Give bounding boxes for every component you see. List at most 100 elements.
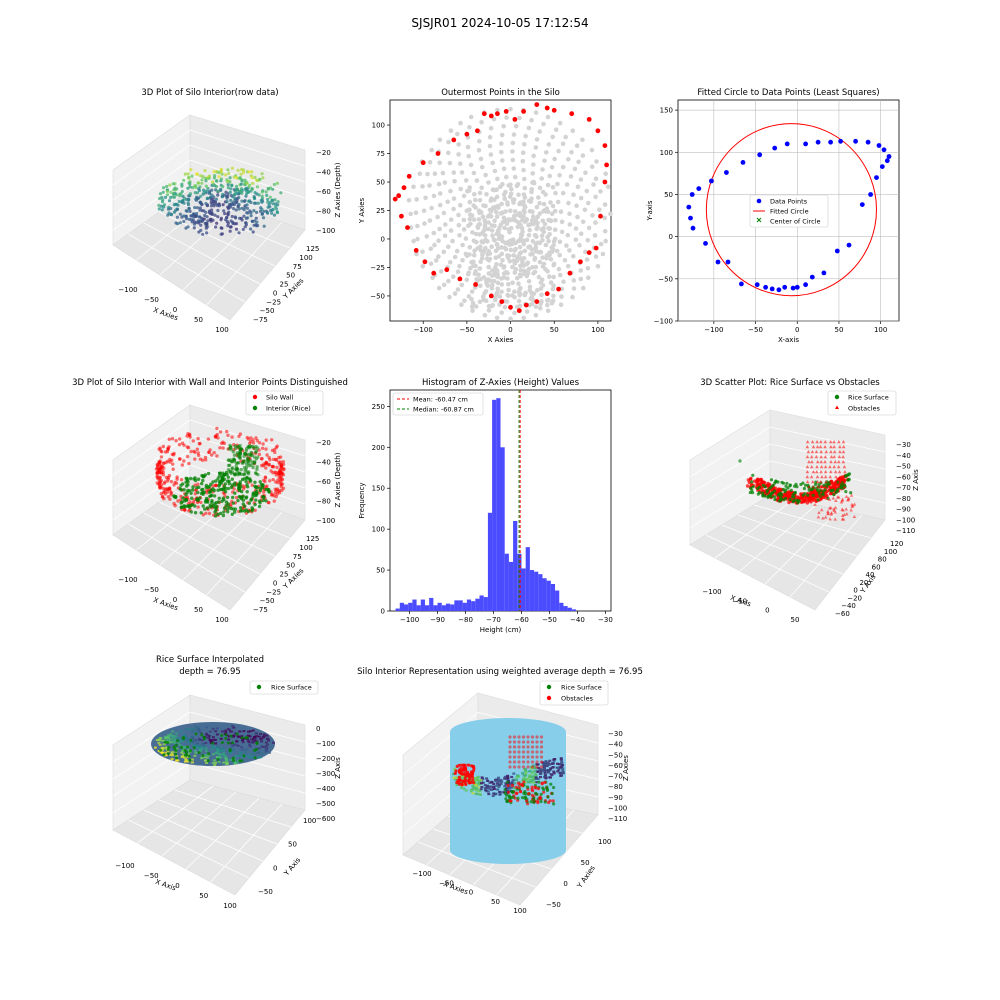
gray-point xyxy=(458,202,463,208)
grid-line xyxy=(112,144,191,201)
outermost-point xyxy=(569,111,575,117)
obstacle-point xyxy=(849,508,853,512)
histogram-bar xyxy=(525,547,530,611)
mixed-point xyxy=(537,780,541,784)
z-tick-label: −80 xyxy=(608,783,623,791)
surface-cell xyxy=(164,737,168,740)
surface-cell xyxy=(528,774,532,777)
rice-point xyxy=(801,481,805,485)
wall-point xyxy=(204,511,208,515)
y-tick-label: 150 xyxy=(372,485,385,493)
gray-point xyxy=(532,257,537,262)
interior-point xyxy=(180,500,184,504)
surface-cell xyxy=(173,741,176,744)
surface-cell xyxy=(244,750,248,753)
surface-cell xyxy=(479,782,483,785)
surface-cell xyxy=(214,761,217,764)
grid-line xyxy=(128,819,250,879)
interior-point xyxy=(247,501,251,505)
obstacle-point xyxy=(521,735,526,739)
wall-point xyxy=(162,461,166,465)
z-tick-label: −50 xyxy=(608,751,623,759)
gray-point xyxy=(510,280,515,286)
surface-cell xyxy=(199,749,203,752)
wall-point xyxy=(261,442,265,446)
y-tick-label: 0 xyxy=(563,880,567,888)
data-point xyxy=(182,219,186,224)
gray-point xyxy=(446,139,451,145)
grid-line xyxy=(189,129,306,167)
data-point xyxy=(226,194,230,198)
surface-cell xyxy=(548,763,552,766)
gray-point xyxy=(522,248,528,254)
gray-point xyxy=(489,244,494,249)
gray-point xyxy=(504,174,509,180)
obstacle-point xyxy=(805,470,810,474)
interior-point xyxy=(196,490,200,495)
surface-cell xyxy=(456,776,460,779)
obstacle-point xyxy=(819,497,823,501)
wall-point xyxy=(216,436,220,440)
interior-point xyxy=(239,506,243,510)
surface-cell xyxy=(512,786,516,789)
surface-cell xyxy=(535,763,539,766)
figure-suptitle: SJSJR01 2024-10-05 17:12:54 xyxy=(411,16,589,30)
x-axis-label: Height (cm) xyxy=(480,626,522,634)
surface-cell xyxy=(220,730,224,733)
gray-point xyxy=(608,211,613,217)
gray-point xyxy=(463,178,469,183)
obstacle-point xyxy=(535,750,539,754)
interior-point xyxy=(223,489,228,494)
rice-point xyxy=(822,483,826,487)
data-point xyxy=(180,182,184,186)
rice-point xyxy=(200,733,204,737)
surface-cell xyxy=(477,779,481,782)
gray-point xyxy=(560,141,566,147)
legend-marker xyxy=(835,405,839,409)
interior-point xyxy=(231,450,235,454)
interior-point xyxy=(179,483,183,487)
z-tick-label: −60 xyxy=(316,478,331,486)
surface-cell xyxy=(496,788,500,791)
surface-cell xyxy=(498,793,502,796)
rice-point xyxy=(779,491,783,495)
surface-cell xyxy=(167,736,171,739)
z-axis-label: Z Axies (Depth) xyxy=(334,162,342,217)
outermost-point xyxy=(475,128,480,134)
outermost-point xyxy=(508,304,513,310)
interior-point xyxy=(231,501,235,505)
histogram-bar xyxy=(567,607,572,611)
surface-cell xyxy=(531,775,535,778)
rice-point xyxy=(751,473,755,477)
surface-cell xyxy=(534,776,538,779)
rice-point xyxy=(751,491,755,495)
obstacle-point xyxy=(539,760,544,764)
surface-cell xyxy=(489,785,493,788)
gray-point xyxy=(424,234,430,239)
wall-point xyxy=(209,453,214,457)
surface-cell xyxy=(205,762,208,764)
obstacle-point xyxy=(472,781,476,785)
surface-cell xyxy=(207,734,211,737)
surface-cell xyxy=(531,778,535,781)
surface-cell xyxy=(193,749,197,752)
gray-point xyxy=(467,216,473,222)
z-tick-label: −500 xyxy=(316,800,335,808)
data-point xyxy=(219,170,223,174)
surface-cell xyxy=(193,754,197,757)
surface-cell xyxy=(163,735,167,738)
gray-point xyxy=(473,231,479,237)
gray-point xyxy=(585,266,591,271)
rice-point xyxy=(207,752,211,756)
gray-point xyxy=(551,239,557,244)
rice-point xyxy=(789,488,793,492)
gray-point xyxy=(507,259,513,264)
gray-point xyxy=(580,153,586,158)
gray-point xyxy=(539,176,544,181)
gray-point xyxy=(511,132,517,137)
gray-point xyxy=(518,268,523,273)
data-point xyxy=(271,207,275,211)
wall-point xyxy=(171,462,175,466)
wall-point xyxy=(270,438,274,442)
obstacle-point xyxy=(811,445,816,449)
